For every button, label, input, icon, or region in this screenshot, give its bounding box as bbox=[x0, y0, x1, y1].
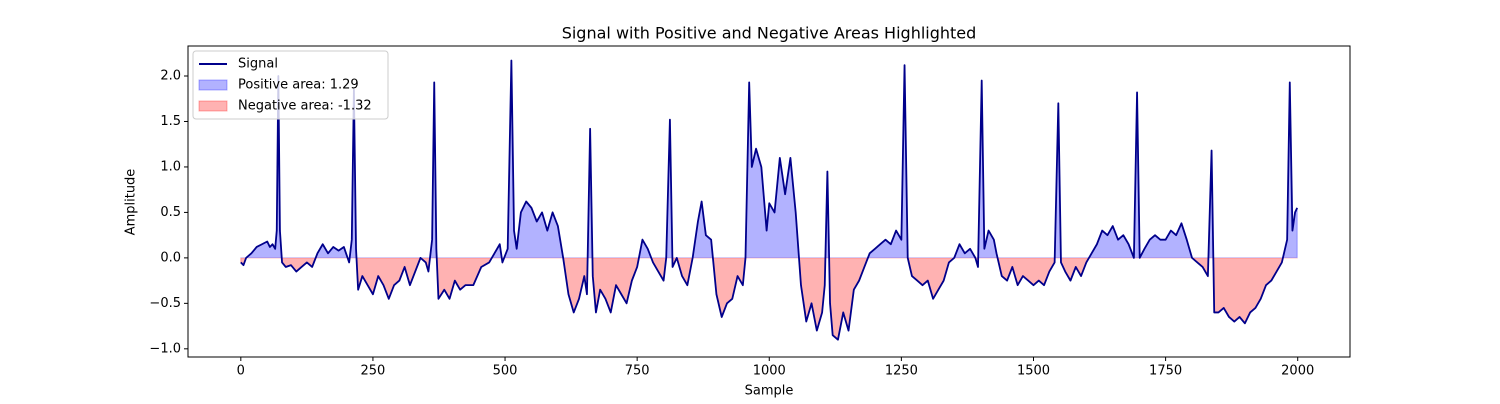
x-tick-label: 1750 bbox=[1149, 364, 1182, 379]
y-axis-label: Amplitude bbox=[124, 169, 139, 236]
legend-label: Signal bbox=[238, 57, 278, 72]
y-tick-label: 1.5 bbox=[160, 114, 181, 129]
signal-line bbox=[240, 59, 1298, 341]
plot-frame bbox=[187, 45, 1351, 358]
x-tick-label: 750 bbox=[625, 364, 650, 379]
legend-label: Positive area: 1.29 bbox=[238, 78, 359, 93]
x-axis-label: Sample bbox=[745, 384, 794, 399]
x-tick-label: 1000 bbox=[753, 364, 786, 379]
x-tick-label: 2000 bbox=[1281, 364, 1314, 379]
y-tick-label: 0.0 bbox=[160, 250, 181, 265]
x-tick-label: 0 bbox=[237, 364, 245, 379]
x-tick-label: 1250 bbox=[885, 364, 918, 379]
x-tick-label: 1500 bbox=[1017, 364, 1050, 379]
chart-title: Signal with Positive and Negative Areas … bbox=[562, 24, 977, 43]
y-tick-label: 0.5 bbox=[160, 205, 181, 220]
y-tick-label: 2.0 bbox=[160, 69, 181, 84]
y-tick-label: −0.5 bbox=[149, 296, 181, 311]
y-tick-label: −1.0 bbox=[149, 341, 181, 356]
legend-patch bbox=[198, 100, 228, 112]
y-tick-label: 1.0 bbox=[160, 159, 181, 174]
x-tick-label: 250 bbox=[361, 364, 386, 379]
legend-patch bbox=[198, 79, 228, 91]
legend-label: Negative area: -1.32 bbox=[238, 99, 372, 114]
x-tick-label: 500 bbox=[493, 364, 518, 379]
legend-box bbox=[192, 50, 389, 120]
